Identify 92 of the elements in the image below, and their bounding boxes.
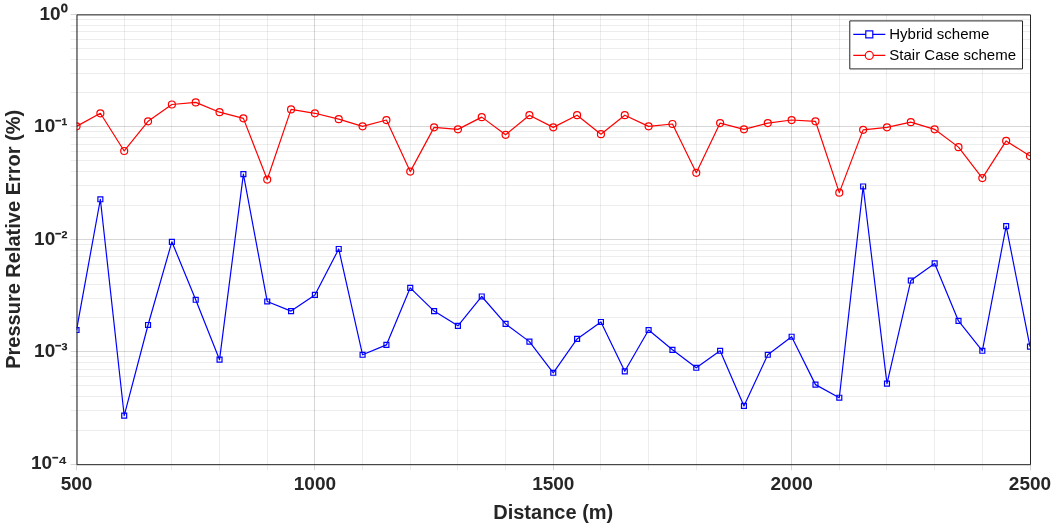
point xyxy=(787,115,796,125)
point xyxy=(739,125,749,134)
point xyxy=(406,167,415,176)
point xyxy=(931,260,938,267)
point xyxy=(191,98,200,107)
point xyxy=(693,364,700,371)
point xyxy=(716,118,725,128)
point xyxy=(120,146,129,156)
point xyxy=(97,196,104,203)
point xyxy=(215,108,224,117)
point xyxy=(669,346,676,353)
point xyxy=(860,183,867,190)
point xyxy=(645,326,652,334)
point xyxy=(930,125,939,134)
y-tick-label: 10⁻³ xyxy=(34,339,68,361)
point xyxy=(692,168,701,177)
point xyxy=(596,130,606,139)
point xyxy=(906,118,915,127)
point xyxy=(550,369,557,376)
point xyxy=(96,109,105,118)
x-axis-title: Distance (m) xyxy=(493,500,614,523)
point xyxy=(335,245,342,253)
point xyxy=(334,115,343,124)
x-tick-label: 2500 xyxy=(1008,472,1052,494)
point xyxy=(573,111,582,120)
point xyxy=(192,296,199,303)
x-tick-label: 1000 xyxy=(293,472,337,494)
point xyxy=(907,277,914,284)
point xyxy=(216,356,223,363)
y-axis-title: Pressure Relative Error (%) xyxy=(1,109,24,369)
point xyxy=(167,100,176,109)
y-tick-label: 10⁰ xyxy=(39,2,68,24)
point xyxy=(383,341,390,348)
point xyxy=(501,130,510,139)
point xyxy=(310,109,319,118)
point xyxy=(740,402,748,409)
point xyxy=(835,188,844,197)
point xyxy=(525,111,534,120)
x-tick-label: 500 xyxy=(60,472,93,494)
point xyxy=(478,293,485,300)
point xyxy=(359,351,366,358)
legend-label: Hybrid scheme xyxy=(889,24,990,42)
point xyxy=(668,119,677,129)
point xyxy=(239,114,248,123)
point xyxy=(1003,223,1010,230)
point xyxy=(574,335,581,343)
point xyxy=(477,113,486,122)
point xyxy=(429,123,439,132)
point xyxy=(788,333,795,340)
point xyxy=(1002,136,1011,145)
legend-label: Stair Case scheme xyxy=(889,45,1016,63)
point xyxy=(621,368,628,375)
point xyxy=(620,111,629,120)
x-tick-label: 1500 xyxy=(532,472,575,494)
point xyxy=(644,122,653,131)
point xyxy=(836,394,843,401)
point xyxy=(144,321,152,329)
point xyxy=(549,123,558,132)
point xyxy=(240,171,247,178)
point xyxy=(264,298,271,305)
point xyxy=(287,308,295,315)
point xyxy=(121,412,128,419)
point xyxy=(811,117,820,126)
y-tick-label: 10⁻¹ xyxy=(34,115,68,137)
point xyxy=(955,317,962,324)
x-tick-label: 2000 xyxy=(770,472,813,494)
point xyxy=(168,238,175,245)
point xyxy=(453,125,463,134)
point xyxy=(954,143,963,152)
point xyxy=(382,115,391,125)
y-tick-label: 10⁻² xyxy=(34,227,68,249)
point xyxy=(454,322,461,329)
point xyxy=(597,318,605,326)
point xyxy=(143,117,153,126)
point xyxy=(407,284,414,291)
y-tick-label: 10⁻⁴ xyxy=(30,452,68,474)
point xyxy=(717,347,724,354)
point xyxy=(502,320,509,327)
point xyxy=(286,105,296,114)
point xyxy=(764,351,771,358)
point xyxy=(882,123,892,132)
point xyxy=(263,175,272,184)
point xyxy=(859,125,868,134)
point xyxy=(763,118,772,128)
point xyxy=(979,347,986,354)
point xyxy=(526,338,533,345)
point xyxy=(978,174,987,183)
point xyxy=(883,380,891,387)
point xyxy=(311,291,318,299)
point xyxy=(812,381,819,388)
point xyxy=(431,308,438,315)
point xyxy=(358,122,367,131)
